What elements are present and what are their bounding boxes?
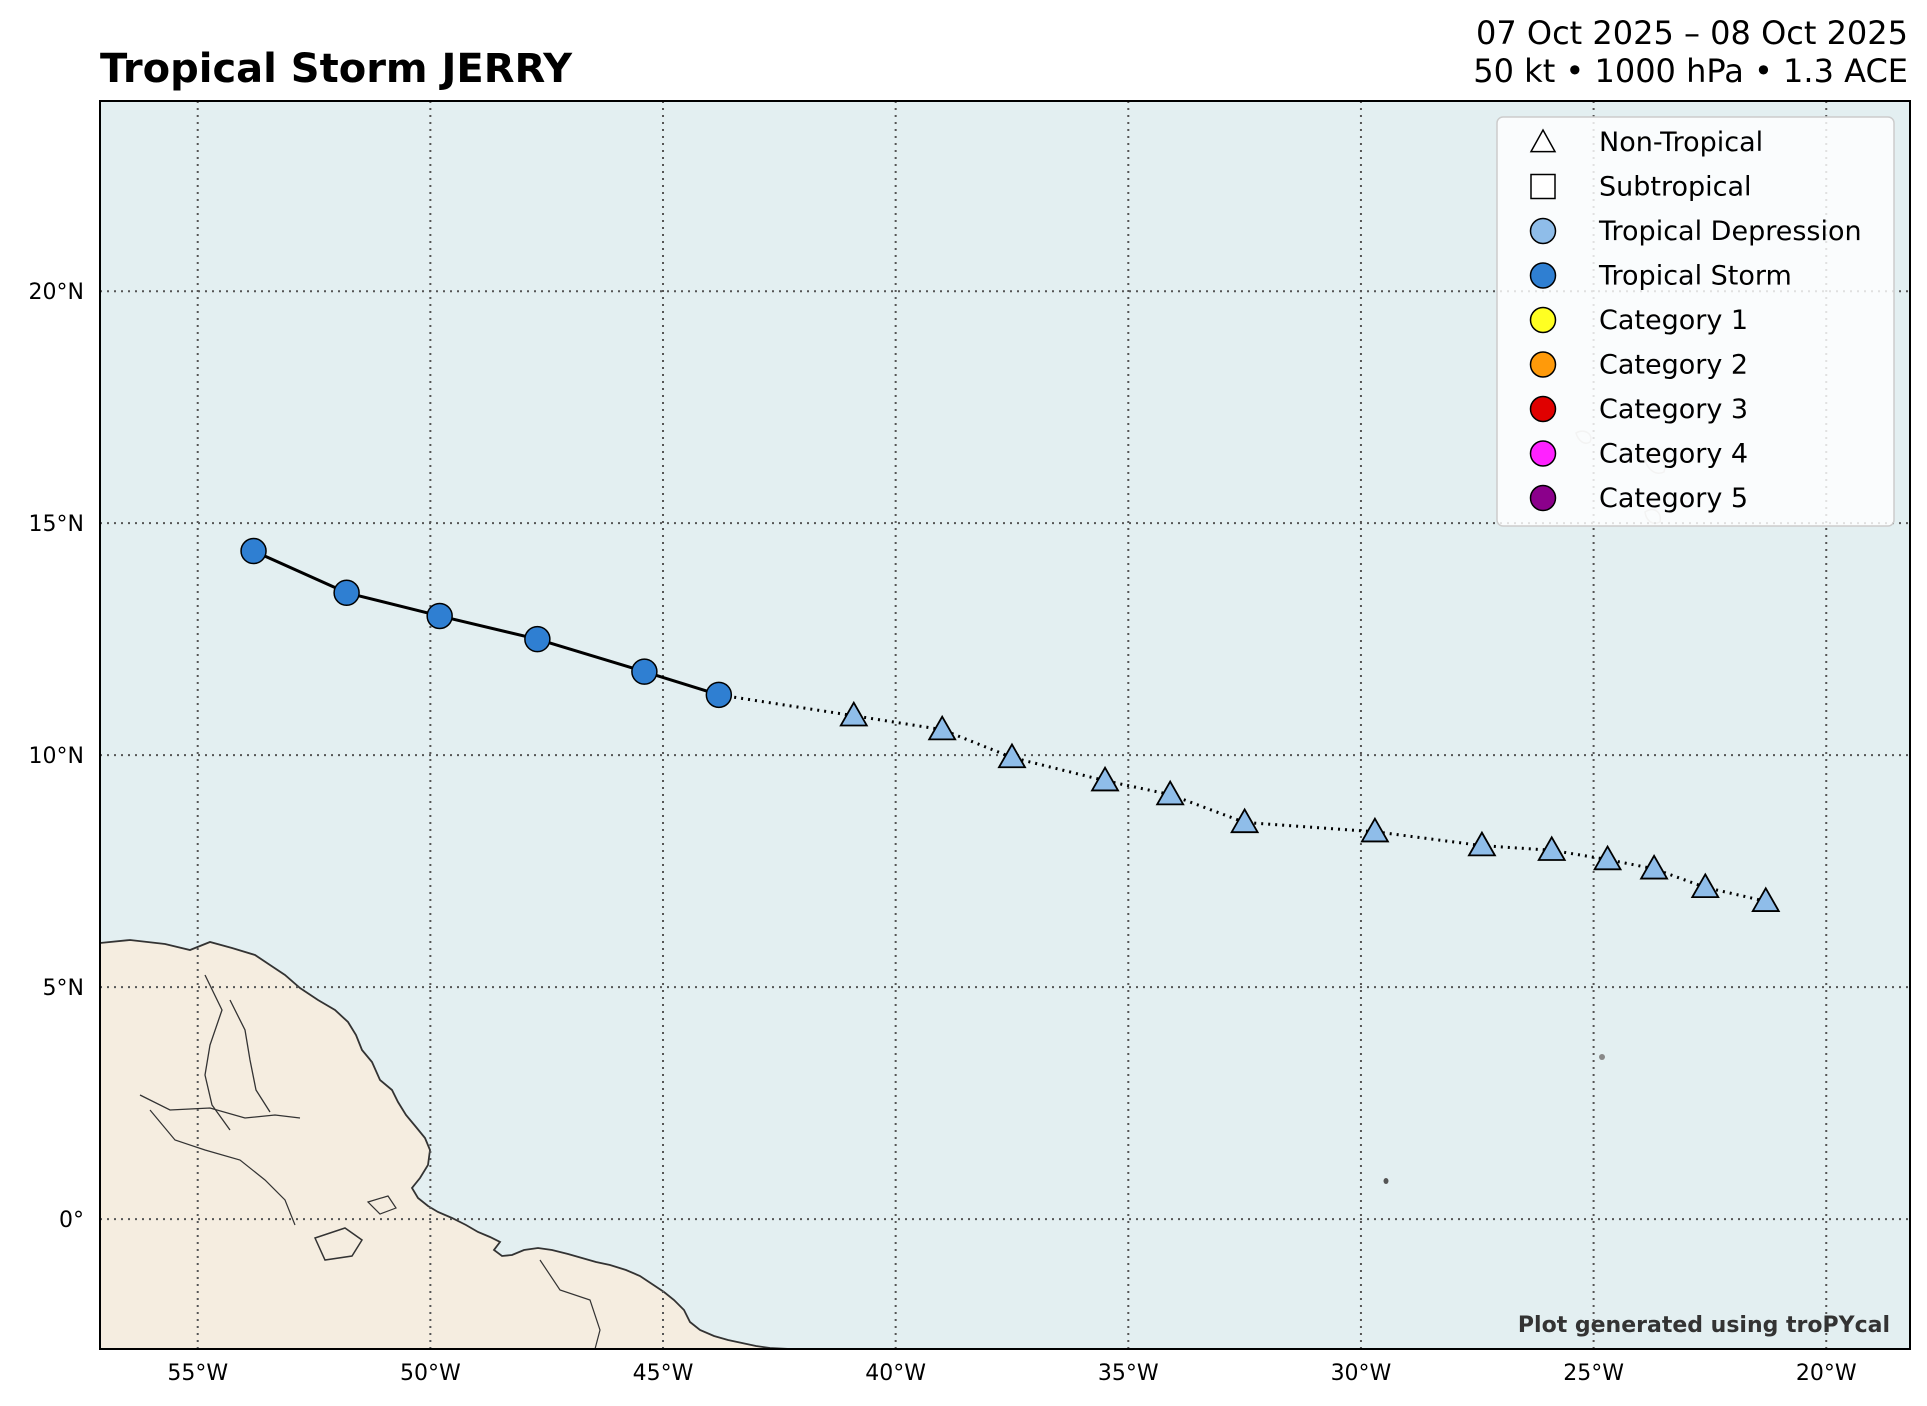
legend: Non-Tropical Subtropical Tropical Depressi…	[1496, 116, 1895, 527]
track-segment	[346, 591, 441, 618]
legend-circle-icon	[1529, 217, 1557, 245]
track-segment	[439, 614, 538, 641]
track-point-tropical	[240, 537, 267, 565]
track-point-tropical	[426, 602, 453, 630]
lon-tick-label: 35°W	[1098, 1361, 1159, 1386]
track-point-non-tropical	[997, 742, 1027, 769]
legend-triangle-icon	[1529, 128, 1557, 153]
lon-tick-label: 30°W	[1331, 1361, 1392, 1386]
border-brazil-east	[539, 1259, 601, 1349]
legend-circle-icon	[1529, 440, 1557, 467]
track-segment	[1244, 820, 1376, 834]
track-segment	[1011, 756, 1106, 783]
lat-tick-label: 15°N	[29, 512, 84, 537]
border-brazil-north	[139, 1094, 301, 1119]
legend-label: Category 1	[1599, 305, 1748, 336]
lon-tick-label: 55°W	[167, 1361, 228, 1386]
cabo-verde-islet	[1599, 1054, 1605, 1060]
track-point-non-tropical	[839, 700, 869, 727]
delta-island	[366, 1195, 397, 1215]
track-point-non-tropical	[1690, 872, 1720, 899]
lon-tick-label: 40°W	[865, 1361, 926, 1386]
graticule	[100, 101, 1910, 1349]
track-point-tropical	[631, 658, 658, 685]
axis-ticks: 55°W 50°W 45°W 40°W 35°W 30°W 25°W 20°W 0° 5°N 10°…	[29, 280, 1857, 1386]
lon-tick-label: 25°W	[1563, 1361, 1624, 1386]
storm-stats: 50 kt • 1000 hPa • 1.3 ACE	[1473, 52, 1908, 90]
border-suriname-french-guiana	[229, 999, 271, 1113]
track-point-tropical	[333, 579, 360, 607]
lon-tick-label: 20°W	[1796, 1361, 1857, 1386]
track-point-non-tropical	[1639, 854, 1669, 880]
plot-frame	[99, 100, 1911, 1350]
credit-text: Plot generated using troPYcal	[1518, 1313, 1890, 1338]
lon-tick-label: 50°W	[400, 1361, 461, 1386]
legend-label: Category 3	[1599, 394, 1748, 425]
track-point-non-tropical	[1360, 816, 1390, 843]
lat-tick-label: 0°	[59, 1208, 84, 1233]
track-point-non-tropical	[1090, 765, 1120, 792]
legend-label: Subtropical	[1599, 172, 1752, 203]
legend-label: Non-Tropical	[1599, 127, 1763, 158]
legend-circle-icon	[1529, 306, 1557, 334]
lat-tick-label: 20°N	[29, 280, 84, 305]
legend-circle-icon	[1529, 351, 1557, 378]
track-point-non-tropical	[1751, 886, 1781, 912]
legend-circle-icon	[1529, 484, 1557, 512]
storm-track	[240, 537, 1781, 912]
st-peter-paul-rocks	[1383, 1178, 1389, 1184]
track-point-non-tropical	[1593, 844, 1623, 871]
legend-label: Tropical Storm	[1598, 261, 1792, 292]
track-point-non-tropical	[1230, 807, 1260, 834]
lon-tick-label: 45°W	[633, 1361, 694, 1386]
track-point-non-tropical	[1467, 830, 1497, 857]
storm-title: Tropical Storm JERRY	[100, 46, 573, 92]
track-segment	[1607, 858, 1655, 871]
track-point-tropical	[524, 625, 551, 653]
legend-label: Category 5	[1599, 483, 1748, 514]
date-range: 07 Oct 2025 – 08 Oct 2025	[1476, 14, 1908, 52]
land-south-america	[100, 939, 791, 1349]
track-segment	[718, 693, 855, 718]
legend-label: Category 2	[1599, 350, 1748, 381]
lat-tick-label: 5°N	[43, 976, 84, 1001]
track-point-non-tropical	[1537, 835, 1567, 861]
marajo-island	[313, 1227, 364, 1261]
track-segment	[252, 549, 348, 595]
track-point-non-tropical	[1155, 779, 1185, 806]
legend-box	[1496, 116, 1895, 527]
legend-circle-icon	[1529, 262, 1557, 289]
track-segment	[853, 714, 943, 732]
track-point-tropical	[705, 681, 733, 709]
legend-label: Category 4	[1599, 439, 1748, 470]
lat-tick-label: 10°N	[29, 744, 84, 769]
track-segment	[1551, 848, 1608, 862]
legend-circle-icon	[1529, 395, 1557, 423]
legend-label: Tropical Depression	[1598, 216, 1862, 247]
track-point-non-tropical	[927, 714, 957, 741]
track-segment	[536, 637, 645, 674]
legend-square-icon	[1530, 173, 1556, 200]
border-brazil-states	[149, 1109, 296, 1226]
